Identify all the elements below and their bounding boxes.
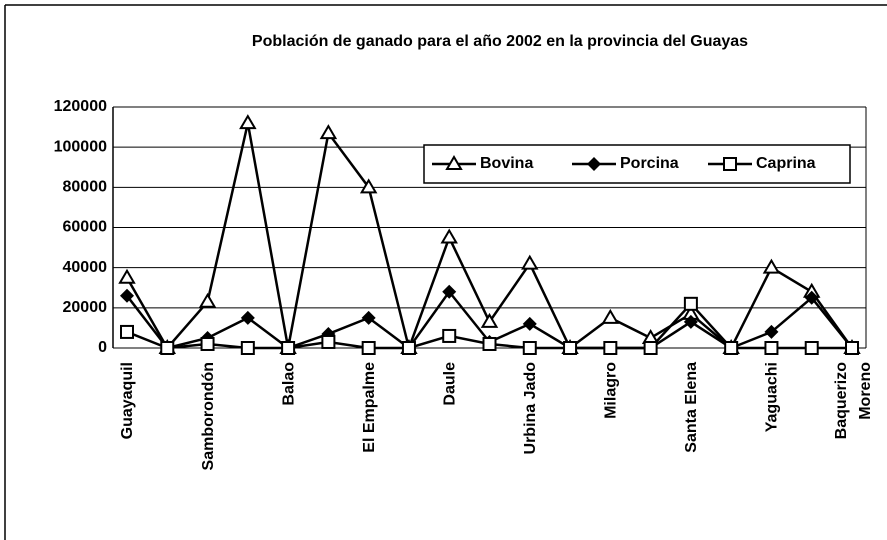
y-tick-label: 80000 (63, 179, 108, 196)
legend: Bovina Porcina Caprina (423, 144, 851, 184)
marker (482, 336, 497, 351)
marker (200, 336, 215, 351)
marker (764, 341, 779, 355)
marker (359, 178, 378, 194)
x-tick-label: Yaguachi (764, 362, 781, 432)
marker (281, 341, 296, 355)
marker (240, 341, 255, 355)
x-tick-label: Samborondón (200, 362, 217, 470)
marker (845, 341, 859, 355)
x-tick-label: Milagro (603, 362, 620, 419)
chart-title: Población de ganado para el año 2002 en … (252, 33, 748, 50)
y-tick-label: 40000 (63, 259, 108, 276)
marker (361, 310, 376, 325)
x-tick-label-line: Moreno (857, 362, 874, 420)
marker (198, 292, 217, 308)
y-tick-label: 100000 (54, 138, 107, 155)
x-tick-label: Urbina Jado (522, 362, 539, 455)
marker (643, 341, 658, 355)
marker (120, 324, 134, 339)
marker (239, 114, 257, 130)
x-tick-label: Daule (441, 362, 458, 406)
marker (563, 341, 578, 355)
marker (723, 157, 737, 171)
marker (804, 290, 819, 305)
marker (601, 308, 620, 324)
marker (724, 341, 739, 355)
marker (118, 268, 136, 284)
marker (442, 284, 457, 299)
marker (683, 296, 698, 311)
marker (401, 341, 416, 355)
marker (522, 316, 537, 331)
y-tick-label: 120000 (54, 98, 107, 115)
marker (522, 341, 537, 355)
x-tick-label: Santa Elena (683, 362, 700, 453)
marker (240, 310, 255, 325)
marker (762, 258, 781, 274)
legend-label: Caprina (756, 155, 816, 172)
marker (683, 314, 698, 329)
x-tick-label: Balao (280, 362, 297, 406)
y-tick-label: 20000 (63, 299, 108, 316)
marker (764, 324, 779, 339)
marker (445, 155, 463, 170)
marker (603, 341, 618, 355)
marker (480, 312, 499, 328)
marker (319, 124, 338, 140)
y-tick-label: 60000 (63, 219, 108, 236)
marker (442, 328, 457, 343)
marker (521, 254, 539, 270)
legend-box (423, 144, 851, 184)
marker (120, 288, 134, 303)
marker (361, 341, 376, 355)
marker (321, 334, 336, 349)
x-tick-label: Baquerizo Moreno (833, 362, 874, 440)
x-tick-label: Guayaquil (119, 362, 136, 439)
legend-label: Bovina (480, 155, 533, 172)
x-tick-label: El Empalme (361, 362, 378, 453)
marker (160, 341, 175, 355)
x-tick-label-line: Baquerizo (833, 362, 850, 440)
legend-label: Porcina (620, 155, 679, 172)
y-tick-label: 0 (98, 339, 107, 356)
marker (587, 157, 601, 171)
marker (440, 228, 458, 244)
marker (804, 341, 819, 355)
